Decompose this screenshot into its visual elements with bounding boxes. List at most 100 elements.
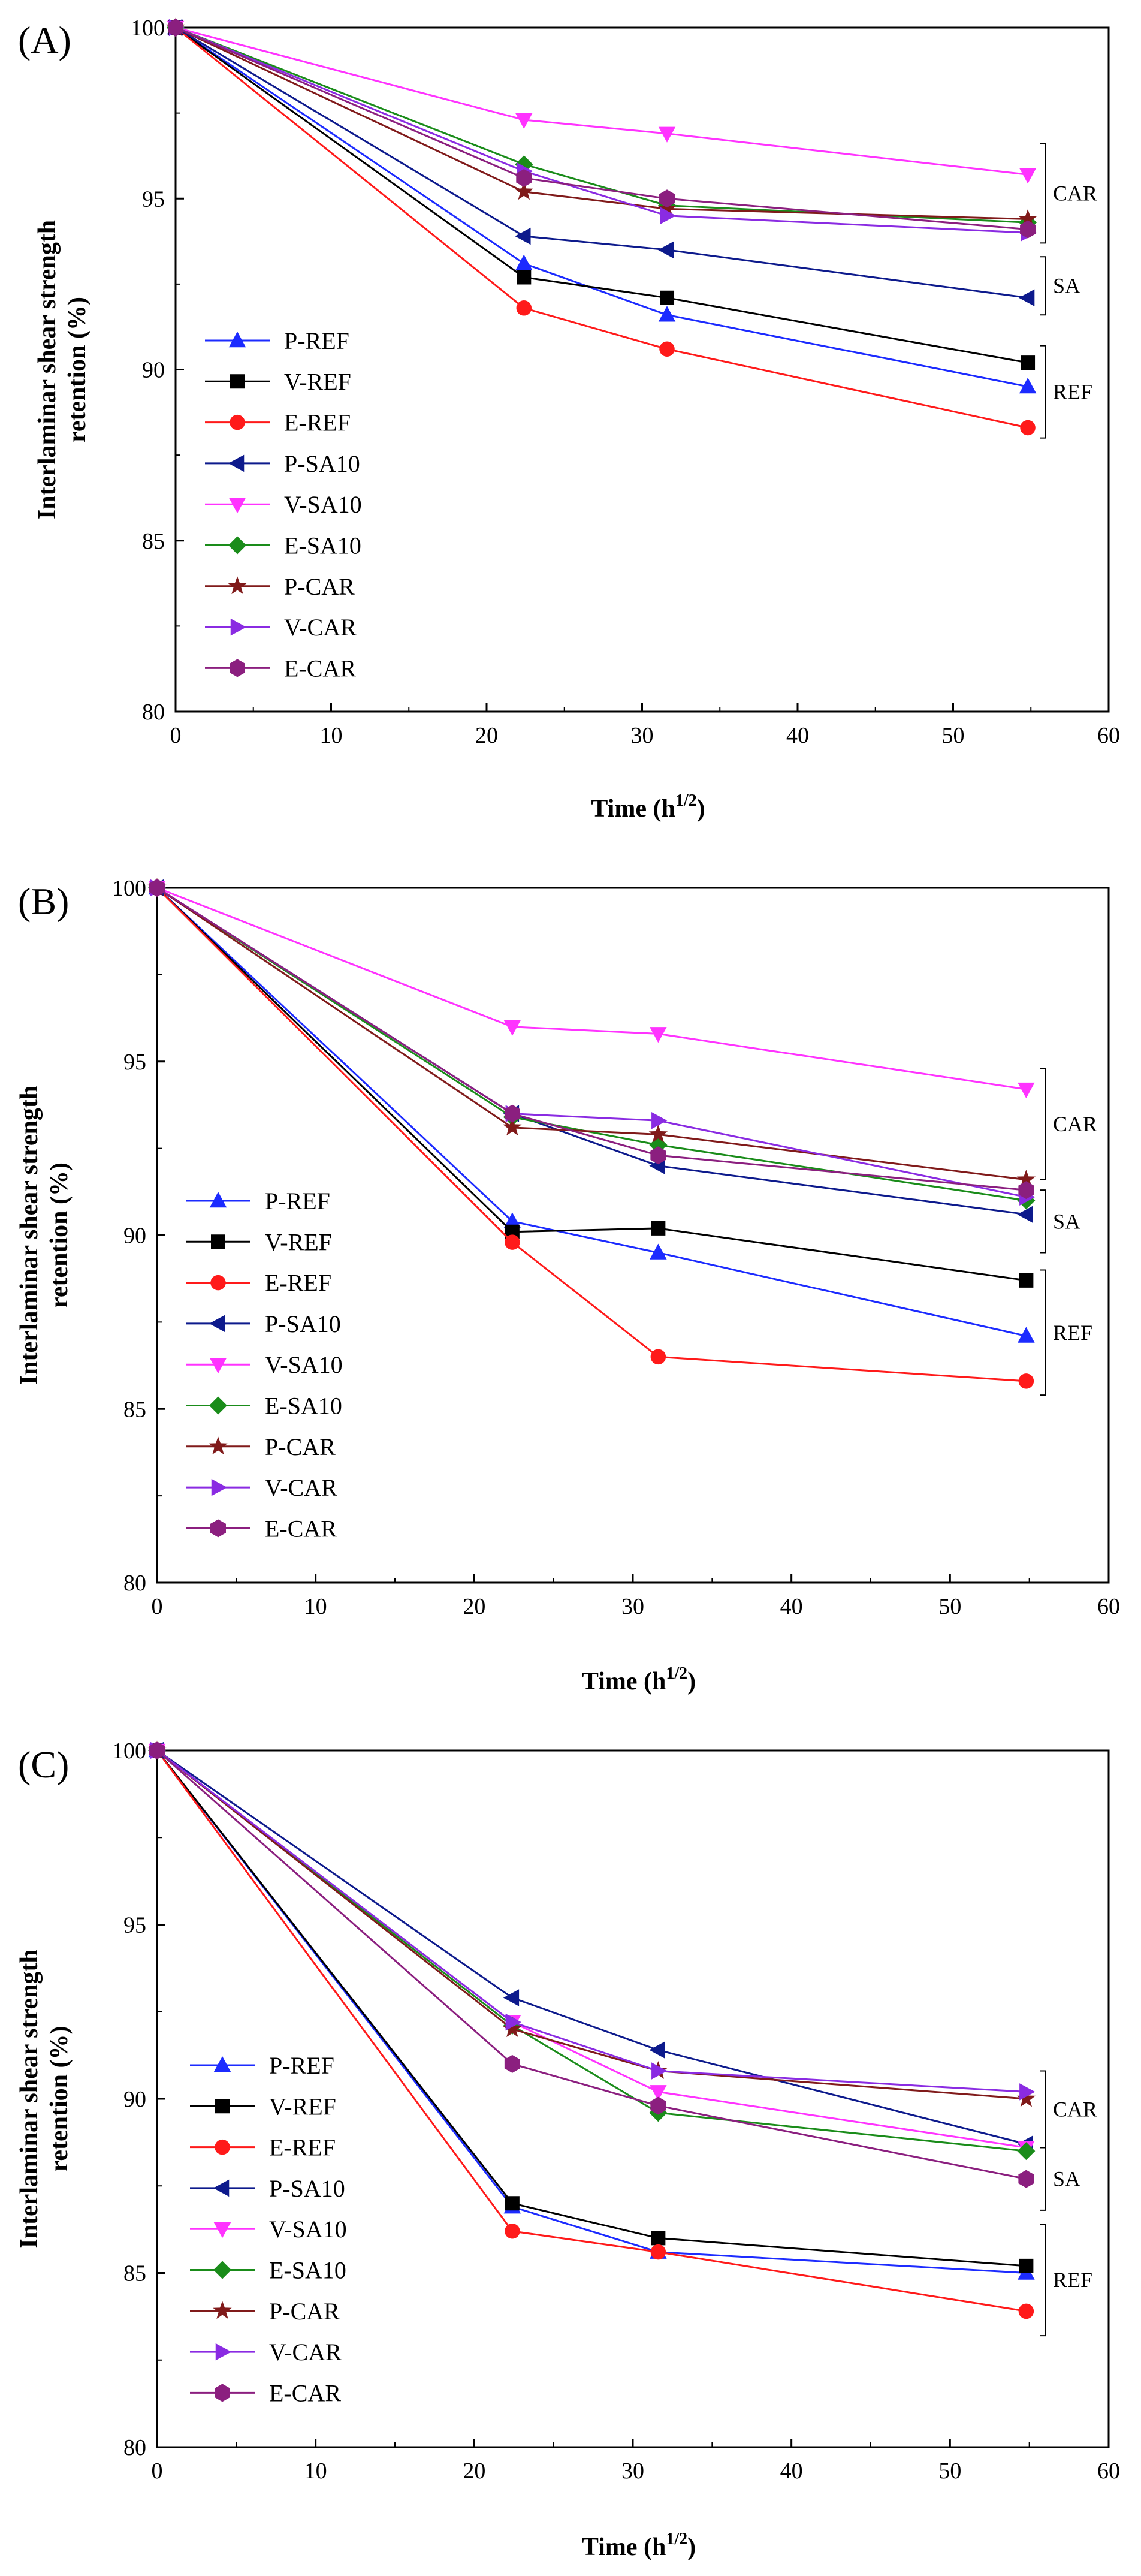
panel-c-series-e-car [149,1742,1034,2188]
panel-b-legend-entry-v-sa10-marker [209,1357,227,1374]
panel-c-series-v-car-point [1019,2083,1036,2101]
panel-c-legend-entry-v-ref-label: V-REF [269,2093,336,2120]
panel-c-legend-entry-v-car: V-CAR [190,2339,342,2366]
panel-c-legend-entry-v-car-marker [215,2343,231,2361]
panel-a-legend-entry-e-sa10-label: E-SA10 [284,532,361,559]
panel-b-series-v-sa10 [148,881,1035,1099]
panel-a-legend-entry-v-ref-marker [230,374,244,389]
panel-a-series-v-car-point [660,207,677,225]
panel-c-series-e-ref-point [1018,2303,1034,2319]
panel-c-legend-entry-p-car-label: P-CAR [269,2298,340,2325]
panel-c-series-e-ref-point [505,2224,520,2239]
panel-c-series-v-car-point [651,2062,668,2080]
panel-a-x-tick-label: 10 [320,723,343,748]
panel-c-legend-entry-p-sa10-label: P-SA10 [269,2175,345,2202]
panel-a-x-tick-label: 50 [942,723,965,748]
panel-a-x-tick-label: 20 [475,723,498,748]
panel-b-bracket-sa-line [1040,1189,1046,1254]
panel-c-series-p-sa10 [148,1742,1033,2153]
panel-c-x-tick-label: 60 [1097,2459,1120,2484]
panel-a-series-e-car-point [659,189,675,208]
panel-a-bracket-sa-line [1040,256,1046,316]
panel-a-legend-entry-p-ref: P-REF [205,327,349,354]
panel-a-x-axis-title-end: ) [697,795,705,822]
panel-c-series-e-ref-point [650,2244,666,2260]
panel-b-series-e-car-point [1018,1181,1034,1200]
panel-b-legend-entry-p-car-marker [209,1436,228,1455]
panel-c-x-tick-label: 50 [938,2459,961,2484]
panel-c-series-e-sa10-point [1017,2142,1036,2161]
panel-c-legend-entry-e-sa10-label: E-SA10 [269,2257,346,2284]
panel-a-series-p-ref-point [658,306,676,322]
panel-a-legend-entry-v-car-marker [230,618,246,636]
panel-b-series-p-car-line [156,887,1027,1181]
panel-b-legend-entry-e-ref-marker [210,1275,226,1291]
panel-c-series-e-car-point [1018,2170,1034,2188]
panel-a: (A) 0 10 20 30 40 50 60 80 85 90 95 100 Time (h1/2) In… [18,16,1120,822]
panel-c-x-axis-title-end: ) [687,2533,696,2561]
panel-a-legend-entry-p-sa10: P-SA10 [205,450,360,477]
panel-b-x-axis-title-main: Time (h [582,1668,666,1695]
panel-b-legend-entry-v-ref-marker [211,1234,225,1249]
panel-a-legend-entry-p-sa10-label: P-SA10 [284,450,360,477]
panel-a-y-tick-label: 85 [142,529,165,554]
panel-b-series-v-ref-point [651,1221,666,1236]
panel-b-series-v-sa10-point [1018,1082,1035,1099]
panel-b-series-e-ref-point [505,1234,520,1250]
panel-b-legend-entry-v-car-label: V-CAR [265,1474,337,1501]
panel-a-legend-entry-p-car-marker [228,576,247,595]
panel-c-bracket-car-label: CAR [1053,2097,1097,2121]
panel-b-x-tick-label: 50 [938,1594,961,1619]
panel-c-legend-entry-e-sa10: E-SA10 [190,2257,346,2284]
panel-c-x-tick-label: 10 [304,2459,327,2484]
panel-a-series-p-sa10-point [515,227,531,245]
panel-a-bracket-ref-line [1040,345,1046,439]
panel-b-series-e-car [149,879,1034,1200]
panel-c-label: (C) [18,1743,69,1786]
panel-a-y-tick-label: 95 [142,186,165,212]
panel-b-series-p-car-point [503,1117,522,1136]
panel-a-legend-entry-p-sa10-marker [228,454,244,472]
panel-a-legend-entry-v-sa10-label: V-SA10 [284,491,362,518]
panel-a-series-p-car-point [514,182,533,200]
panel-c-series-v-ref-line [156,1750,1027,2267]
panel-c-x-axis-title-main: Time (h [582,2533,666,2561]
panel-c-series-p-sa10-point [503,1989,520,2006]
panel-b-series-e-car-point [149,879,165,897]
panel-c-x-tick-label: 20 [463,2459,485,2484]
panel-b-series-e-car-point [650,1146,666,1165]
panel-a-series-v-sa10 [167,20,1037,184]
panel-b-legend: P-REF V-REF E-REF P-SA10 V-SA10 E-SA10 P-CAR V-… [186,1188,343,1542]
panel-b-x-tick-label: 20 [463,1594,485,1619]
panel-a-x-tick-label: 0 [170,723,182,748]
panel-c-series-v-sa10-line [156,1749,1027,2149]
panel-a-series-v-ref-point [660,290,675,305]
panel-a-series-v-sa10-line [175,26,1028,176]
panel-c-legend-entry-e-ref: E-REF [190,2134,336,2161]
panel-a-series-v-sa10-point [515,113,533,129]
panel-c-bracket-sa: SA [1040,2147,1080,2211]
panel-c-y-tick-label: 90 [123,2087,146,2112]
panel-c-series-v-car-point [505,2013,521,2031]
panel-a-series-p-car-point [657,198,677,217]
panel-a-series-e-ref-point [1020,420,1036,436]
panel-b-label: (B) [18,880,69,923]
panel-a-legend-entry-v-sa10: V-SA10 [205,491,362,518]
panel-a-legend-entry-p-ref-label: P-REF [284,327,349,354]
panel-a-bracket-car-label: CAR [1053,182,1097,206]
panel-a-y-tick-label: 100 [131,16,165,41]
panel-a-y-axis-title-line1: Interlaminar shear strength [34,220,61,519]
panel-b-series-e-ref-line [156,887,1027,1382]
panel-c-y-tick-label: 80 [123,2435,146,2460]
panel-b-legend-entry-v-sa10: V-SA10 [186,1351,343,1378]
panel-b-legend-entry-e-sa10: E-SA10 [186,1393,342,1420]
panel-b-series-v-sa10-point [503,1020,521,1036]
panel-c-y-axis-title: Interlaminar shear strengthretention (%) [16,1949,73,2248]
panel-b-series-p-ref-point [1018,1327,1035,1343]
panel-b-legend-entry-p-car-label: P-CAR [265,1433,336,1460]
panel-c-legend-entry-p-ref: P-REF [190,2052,334,2079]
panel-b-series-v-ref-line [156,887,1027,1282]
panel-b-y-tick-label: 95 [123,1050,146,1075]
panel-b-legend-entry-p-ref: P-REF [186,1188,330,1215]
